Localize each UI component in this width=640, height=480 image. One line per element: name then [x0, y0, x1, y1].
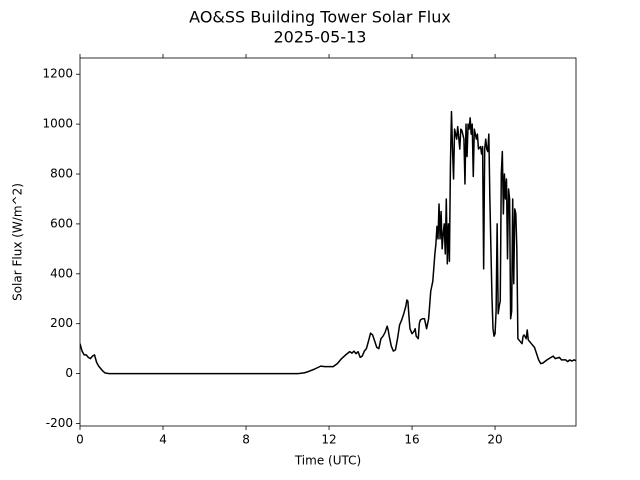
plot-frame [79, 57, 577, 427]
y-tick-label: 400 [50, 266, 73, 280]
y-tick-label: 200 [50, 316, 73, 330]
data-line [80, 110, 576, 375]
y-tick-label: -200 [46, 416, 73, 430]
y-tick-label: 800 [50, 167, 73, 181]
y-tick-label: 0 [65, 366, 73, 380]
x-tick-label: 20 [487, 433, 502, 447]
x-axis-label: Time (UTC) [294, 454, 361, 468]
y-axis-label: Solar Flux (W/m^2) [11, 183, 25, 301]
x-tick-label: 4 [159, 433, 167, 447]
x-tick-label: 0 [76, 433, 84, 447]
y-tick-label: 1000 [42, 117, 73, 131]
x-tick-label: 16 [404, 433, 419, 447]
chart-title: AO&SS Building Tower Solar Flux [189, 8, 451, 27]
x-tick-label: 12 [321, 433, 336, 447]
y-tick-label: 1200 [42, 67, 73, 81]
y-tick-label: 600 [50, 216, 73, 230]
chart-subtitle: 2025-05-13 [274, 28, 367, 47]
x-tick-label: 8 [242, 433, 250, 447]
